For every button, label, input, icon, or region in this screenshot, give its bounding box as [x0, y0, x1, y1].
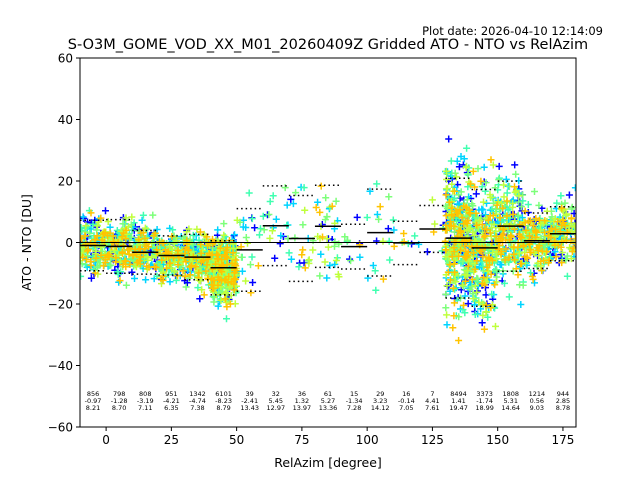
bin-mean-label: -1.34: [346, 397, 363, 405]
bin-mean-label: 1.32: [295, 397, 309, 405]
bin-mean-label: 5.31: [503, 397, 517, 405]
bin-count-label: 951: [165, 390, 177, 398]
bin-std-label: 7.11: [138, 404, 152, 412]
y-tick-label: 0: [65, 236, 73, 250]
bin-std-label: 8.70: [112, 404, 126, 412]
x-tick-label: 25: [164, 433, 179, 447]
y-tick-label: −60: [48, 421, 73, 435]
bin-std-label: 7.38: [190, 404, 204, 412]
bin-count-label: 944: [557, 390, 569, 398]
bin-mean-label: 4.41: [425, 397, 439, 405]
x-tick-label: 0: [102, 433, 110, 447]
bin-mean-label: -1.74: [476, 397, 493, 405]
bin-std-label: 8.79: [216, 404, 230, 412]
bin-mean-label: 1.41: [451, 397, 465, 405]
bin-count-label: 61: [324, 390, 332, 398]
chart-title: S-O3M_GOME_VOD_XX_M01_20260409Z Gridded …: [68, 37, 588, 53]
x-tick-label: 125: [421, 433, 444, 447]
bin-std-label: 19.47: [449, 404, 468, 412]
bin-mean-label: -2.41: [241, 397, 258, 405]
bin-count-label: 1808: [502, 390, 519, 398]
x-axis-label: RelAzim [degree]: [274, 455, 382, 470]
bin-std-label: 13.97: [293, 404, 312, 412]
bin-mean-label: -0.14: [398, 397, 415, 405]
bin-std-label: 18.99: [475, 404, 494, 412]
bin-count-label: 798: [113, 390, 125, 398]
bin-mean-label: 5.27: [321, 397, 335, 405]
y-axis-label: ATO - NTO [DU]: [19, 194, 34, 291]
x-tick-label: 50: [229, 433, 244, 447]
bin-count-label: 16: [402, 390, 410, 398]
bin-std-label: 7.05: [399, 404, 413, 412]
bin-count-label: 32: [272, 390, 280, 398]
bin-std-label: 13.43: [240, 404, 259, 412]
bin-count-label: 856: [87, 390, 99, 398]
y-tick-label: −40: [48, 359, 73, 373]
bin-count-label: 7: [430, 390, 434, 398]
bin-std-label: 6.35: [164, 404, 178, 412]
bin-std-label: 14.64: [501, 404, 520, 412]
x-tick-label: 150: [486, 433, 509, 447]
bin-mean-label: -4.74: [189, 397, 206, 405]
y-tick-label: 40: [58, 113, 73, 127]
bin-std-label: 8.21: [86, 404, 100, 412]
bin-count-label: 39: [246, 390, 254, 398]
bin-mean-label: 3.23: [373, 397, 387, 405]
y-tick-label: 60: [58, 52, 73, 66]
bin-mean-label: -0.97: [85, 397, 102, 405]
bin-count-label: 6101: [215, 390, 232, 398]
bin-mean-label: -1.28: [111, 397, 128, 405]
x-tick-label: 175: [551, 433, 574, 447]
bin-count-label: 1342: [189, 390, 206, 398]
bin-mean-label: 2.85: [556, 397, 570, 405]
bin-std-label: 8.78: [556, 404, 570, 412]
plot-date-label: Plot date: 2026-04-10 12:14:09: [422, 24, 603, 38]
bin-std-label: 9.03: [530, 404, 544, 412]
bin-count-label: 1214: [529, 390, 546, 398]
bin-mean-label: -3.19: [137, 397, 154, 405]
y-tick-label: −20: [48, 298, 73, 312]
bin-mean-label: -8.23: [215, 397, 232, 405]
x-tick-label: 75: [294, 433, 309, 447]
bin-count-label: 15: [350, 390, 358, 398]
bin-mean-label: 5.45: [269, 397, 283, 405]
bin-count-label: 8494: [450, 390, 467, 398]
bin-labels: 856-0.978.21798-1.288.70808-3.197.11951-…: [85, 390, 571, 412]
x-tick-label: 100: [356, 433, 379, 447]
bin-mean-label: -4.21: [163, 397, 180, 405]
bin-statistics: [80, 177, 576, 307]
bin-std-label: 14.12: [371, 404, 390, 412]
bin-count-label: 29: [376, 390, 384, 398]
bin-std-label: 7.61: [425, 404, 439, 412]
bin-std-label: 13.36: [319, 404, 338, 412]
bin-std-label: 7.28: [347, 404, 361, 412]
bin-count-label: 808: [139, 390, 151, 398]
bin-std-label: 12.97: [266, 404, 285, 412]
bin-mean-label: 0.56: [530, 397, 544, 405]
axis-ticks: 0 25 50 75 100 125 150 175 −60 −40 −20 0 20 40 60: [48, 52, 575, 448]
bin-count-label: 3373: [476, 390, 493, 398]
bin-count-label: 36: [298, 390, 306, 398]
y-tick-label: 20: [58, 175, 73, 189]
